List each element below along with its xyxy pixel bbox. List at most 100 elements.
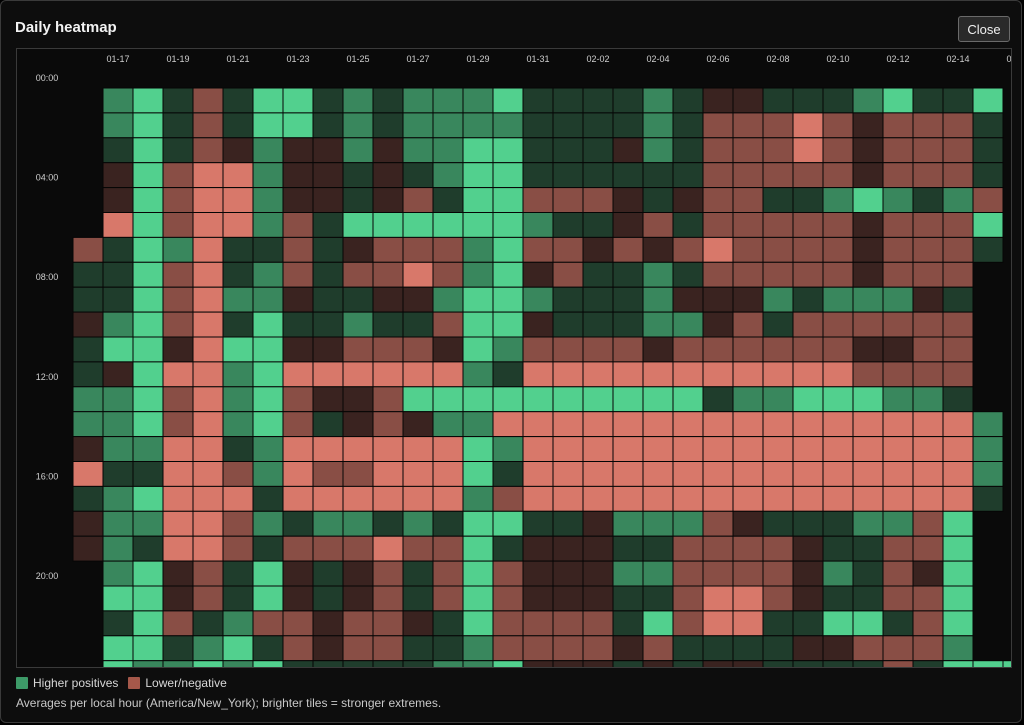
heatmap-tile — [552, 336, 584, 363]
heatmap-tile — [822, 610, 854, 637]
heatmap-tile — [372, 212, 404, 238]
heatmap-tile — [942, 361, 974, 388]
heatmap-tile — [492, 112, 524, 139]
heatmap-tile — [942, 212, 974, 238]
heatmap-tile — [282, 137, 314, 164]
heatmap-tile — [222, 610, 254, 637]
heatmap-tile — [762, 212, 794, 238]
heatmap-tile — [552, 535, 584, 562]
heatmap-tile — [162, 87, 194, 114]
heatmap-tile — [702, 162, 734, 189]
heatmap-tile — [882, 236, 914, 263]
heatmap-tile — [462, 87, 494, 114]
heatmap-tile — [252, 560, 284, 587]
heatmap-tile — [492, 436, 524, 463]
heatmap-tile — [192, 510, 224, 537]
heatmap-tile — [132, 212, 164, 238]
heatmap-tile — [132, 585, 164, 612]
heatmap-tile — [402, 261, 434, 288]
heatmap-tile — [882, 261, 914, 288]
heatmap-tile — [882, 660, 914, 667]
heatmap-tile — [762, 436, 794, 463]
heatmap-tile — [702, 236, 734, 263]
heatmap-tile — [252, 635, 284, 662]
heatmap-tile — [402, 411, 434, 438]
heatmap-tile — [882, 286, 914, 313]
heatmap-tile — [522, 261, 554, 288]
heatmap-tile — [612, 510, 644, 537]
heatmap-tile — [132, 236, 164, 263]
heatmap-tile — [72, 236, 104, 263]
heatmap-tile — [222, 137, 254, 164]
heatmap-tile — [792, 261, 824, 288]
heatmap-tile — [402, 212, 434, 238]
heatmap-tile — [72, 386, 104, 413]
heatmap-tile — [642, 212, 674, 238]
heatmap-tile — [852, 560, 884, 587]
heatmap-tile — [432, 485, 464, 512]
heatmap-tile — [912, 311, 944, 338]
heatmap-tile — [342, 87, 374, 114]
heatmap-tile — [162, 510, 194, 537]
heatmap-tile — [132, 112, 164, 139]
heatmap-tile — [462, 212, 494, 238]
heatmap-tile — [762, 535, 794, 562]
heatmap-tile — [822, 212, 854, 238]
heatmap-tile — [552, 510, 584, 537]
heatmap-tile — [912, 635, 944, 662]
heatmap-tile — [942, 87, 974, 114]
heatmap-tile — [132, 485, 164, 512]
heatmap-tile — [552, 485, 584, 512]
heatmap-tile — [132, 411, 164, 438]
heatmap-tile — [702, 660, 734, 667]
heatmap-tile — [192, 261, 224, 288]
x-tick-label: 02-12 — [886, 54, 909, 64]
close-button[interactable]: Close — [958, 16, 1010, 42]
x-tick-label: 02-16 — [1006, 54, 1011, 64]
heatmap-tile — [492, 411, 524, 438]
heatmap-tile — [432, 236, 464, 263]
heatmap-tile — [792, 336, 824, 363]
heatmap-tile — [792, 361, 824, 388]
heatmap-tile — [72, 311, 104, 338]
heatmap-tile — [522, 411, 554, 438]
heatmap-tile — [282, 610, 314, 637]
heatmap-tile — [612, 535, 644, 562]
legend-negative: Lower/negative — [128, 676, 227, 690]
heatmap-tile — [282, 560, 314, 587]
heatmap-tile — [942, 660, 974, 667]
heatmap-tile — [462, 162, 494, 189]
heatmap-tile — [822, 112, 854, 139]
heatmap-tile — [912, 137, 944, 164]
heatmap-tile — [132, 436, 164, 463]
heatmap-tile — [162, 560, 194, 587]
heatmap-tile — [552, 585, 584, 612]
heatmap-tile — [102, 286, 134, 313]
heatmap-tile — [852, 87, 884, 114]
heatmap-tile — [582, 162, 614, 189]
heatmap-tile — [852, 212, 884, 238]
heatmap-tile — [252, 585, 284, 612]
heatmap-tile — [942, 510, 974, 537]
heatmap-tile — [222, 535, 254, 562]
heatmap-tile — [252, 535, 284, 562]
heatmap-tile — [852, 286, 884, 313]
heatmap-tile — [462, 535, 494, 562]
heatmap-tile — [702, 585, 734, 612]
heatmap-tile — [192, 212, 224, 238]
heatmap-tile — [762, 336, 794, 363]
heatmap-tile — [732, 361, 764, 388]
heatmap-tile — [942, 560, 974, 587]
heatmap-tile — [102, 112, 134, 139]
heatmap-tile — [852, 261, 884, 288]
heatmap-tile — [522, 510, 554, 537]
heatmap-tile — [702, 485, 734, 512]
heatmap-tile — [222, 361, 254, 388]
heatmap-tile — [762, 560, 794, 587]
heatmap-tile — [312, 137, 344, 164]
heatmap-tile — [942, 311, 974, 338]
heatmap-tile — [402, 87, 434, 114]
heatmap-tile — [762, 411, 794, 438]
heatmap-tile — [822, 635, 854, 662]
heatmap-tile — [522, 660, 554, 667]
